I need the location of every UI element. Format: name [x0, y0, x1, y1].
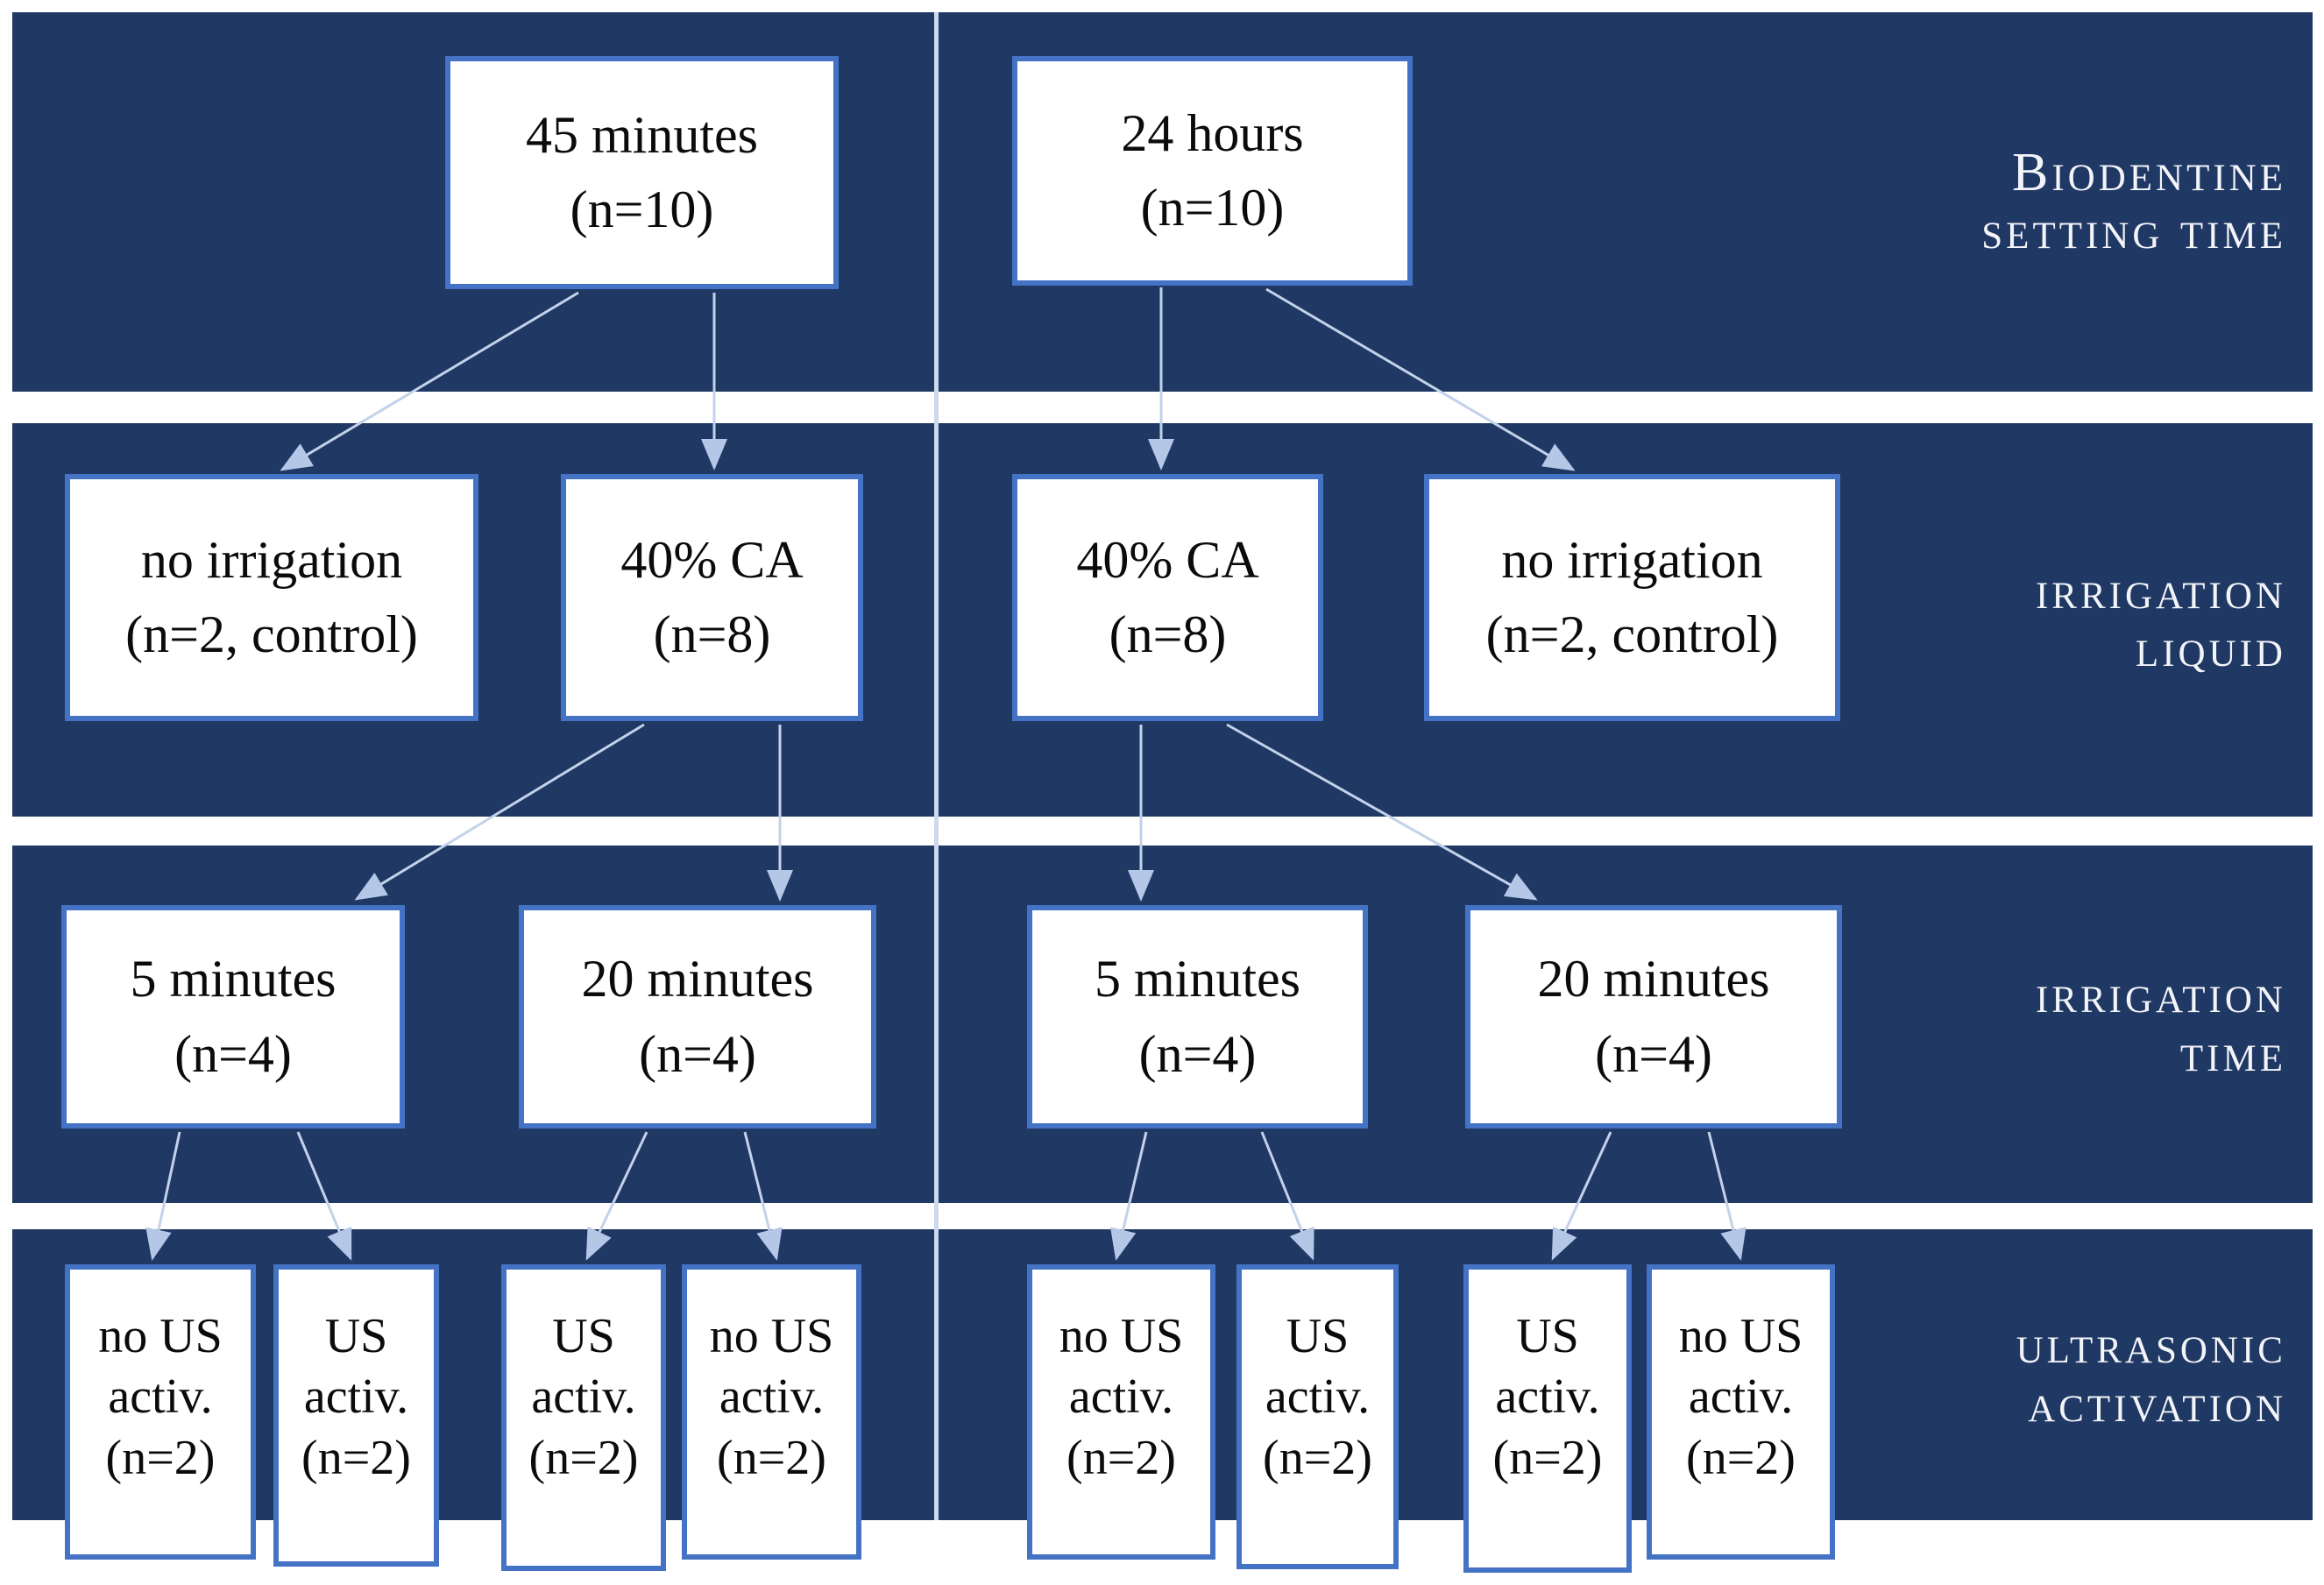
band-label-irrigation-time: irrigation time [2036, 966, 2286, 1083]
box-no-irrigation-left: no irrigation (n=2, control) [65, 474, 478, 721]
band-label-line: irrigation [2035, 560, 2286, 620]
box-no-us-activation-4: no US activ. (n=2) [1647, 1264, 1835, 1560]
box-40ca-left: 40% CA (n=8) [561, 474, 863, 721]
band-label-line: liquid [2135, 619, 2286, 679]
band-label-line: activation [2028, 1374, 2286, 1433]
band-label-line: setting time [1981, 201, 2286, 261]
box-us-activation-2: US activ. (n=2) [501, 1264, 666, 1571]
band-label-line: ultrasonic [2016, 1315, 2286, 1376]
band-label-biodentine-setting-time: Biodentine setting time [1981, 142, 2286, 261]
box-5-minutes-right: 5 minutes (n=4) [1027, 905, 1368, 1129]
box-no-us-activation-3: no US activ. (n=2) [1027, 1264, 1215, 1560]
band-label-ultrasonic-activation: ultrasonic activation [2016, 1316, 2286, 1433]
box-us-activation-3: US activ. (n=2) [1236, 1264, 1399, 1569]
band-label-line: Biodentine [2011, 142, 2286, 202]
box-no-us-activation-1: no US activ. (n=2) [65, 1264, 256, 1560]
box-24-hours: 24 hours (n=10) [1012, 56, 1413, 286]
band-label-irrigation-liquid: irrigation liquid [2035, 560, 2286, 679]
band-label-line: time [2179, 1023, 2286, 1083]
box-us-activation-4: US activ. (n=2) [1463, 1264, 1632, 1573]
box-40ca-right: 40% CA (n=8) [1012, 474, 1323, 721]
band-label-line: irrigation [2035, 965, 2286, 1025]
box-us-activation-1: US activ. (n=2) [273, 1264, 439, 1567]
center-divider-line [934, 12, 939, 1520]
box-no-us-activation-2: no US activ. (n=2) [682, 1264, 861, 1560]
box-20-minutes-left: 20 minutes (n=4) [519, 905, 876, 1129]
box-5-minutes-left: 5 minutes (n=4) [61, 905, 405, 1129]
box-20-minutes-right: 20 minutes (n=4) [1465, 905, 1842, 1129]
box-45-minutes: 45 minutes (n=10) [445, 56, 839, 289]
box-no-irrigation-right: no irrigation (n=2, control) [1424, 474, 1840, 721]
